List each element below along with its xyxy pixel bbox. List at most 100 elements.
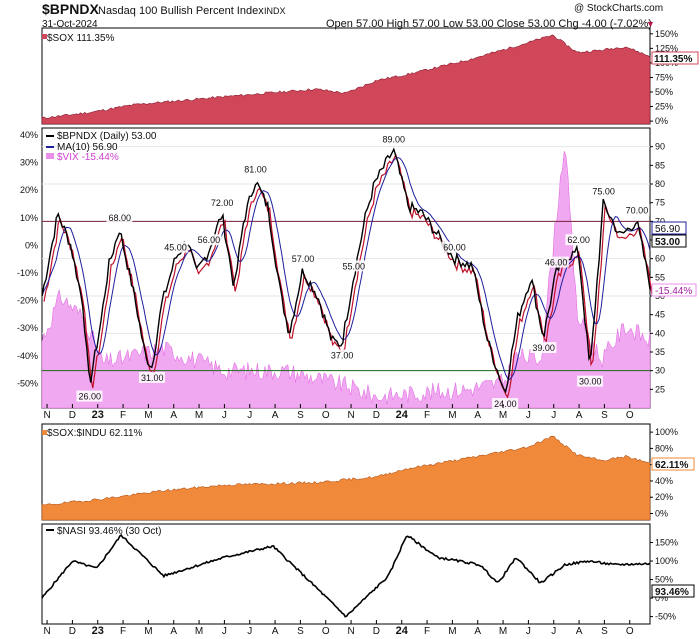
axis-tick-label: 40% (655, 476, 673, 486)
axis-tick-label: 55 (655, 272, 665, 282)
exchange-label: INDX (264, 6, 286, 16)
axis-tick-label: 100% (655, 427, 678, 437)
x-tick-label: O (626, 626, 634, 637)
close-last-label: 53.00 (655, 237, 680, 248)
peak-trough-labels: 26.00 31.00 68.00 45.00 72.00 56.00 81.00 57.00… (76, 133, 650, 410)
peak-label-text: 56.00 (198, 235, 221, 245)
x-tick-label: A (576, 410, 583, 421)
axis-tick-label: 30% (20, 158, 38, 168)
peak-label: 55.00 (340, 260, 367, 272)
peak-label: 30.00 (577, 375, 604, 387)
x-tick-label: 24 (396, 625, 409, 637)
bpndx-left-axis: 40% 30% 20% 10% 0% -10% -20% -30% -40% -50% (17, 130, 38, 388)
axis-tick-label: 0% (25, 240, 38, 250)
x-tick-label: M (144, 626, 152, 637)
axis-tick-label: 150% (655, 29, 678, 39)
axis-tick-label: 25 (655, 384, 665, 394)
x-tick-label: N (347, 626, 354, 637)
sox-last-label: 111.35% (654, 54, 692, 65)
date-label: 31-Oct-2024 (42, 19, 98, 30)
watermark: @ StockCharts.com (574, 3, 663, 14)
ratio-right-axis: 100%80%60%40%20%0% (650, 427, 678, 518)
peak-label: 46.00 (542, 256, 569, 268)
peak-label-text: 31.00 (141, 373, 164, 383)
axis-tick-label: -30% (17, 323, 38, 333)
ma10-line (41, 156, 651, 381)
axis-tick-label: 10% (20, 213, 38, 223)
x-tick-label: A (474, 410, 481, 421)
sox-last-box (651, 51, 699, 65)
axis-tick-label: 125% (655, 43, 678, 53)
axis-tick-label: 85 (655, 160, 665, 170)
x-tick-label: S (601, 626, 608, 637)
axis-tick-label: 70 (655, 216, 665, 226)
x-tick-label: F (424, 410, 430, 421)
x-tick-label: A (272, 626, 279, 637)
peak-label-text: 75.00 (592, 187, 615, 197)
x-tick-label: M (195, 410, 203, 421)
ratio-swatch (42, 430, 47, 435)
axis-tick-label: 50% (655, 87, 673, 97)
x-tick-label: M (499, 410, 507, 421)
peak-label: 68.00 (106, 211, 133, 223)
peak-label-text: 55.00 (342, 261, 365, 271)
axis-tick-label: 30 (655, 366, 665, 376)
vix-area (41, 151, 651, 409)
peak-label-text: 26.00 (78, 392, 101, 402)
x-tick-label: J (247, 410, 252, 421)
axis-tick-label: 0% (655, 593, 668, 603)
x-tick-label: A (576, 626, 583, 637)
x-tick-label: A (170, 410, 177, 421)
bpndx-line (41, 147, 651, 394)
vix-legend-swatch (46, 153, 54, 159)
x-tick-label: 24 (396, 409, 409, 421)
x-tick-label: M (499, 626, 507, 637)
x-tick-label: F (120, 410, 126, 421)
x-tick-label: J (551, 410, 556, 421)
axis-tick-label: 75 (655, 198, 665, 208)
peak-label-text: 81.00 (244, 164, 267, 174)
axis-tick-label: 80 (655, 179, 665, 189)
x-tick-label: A (272, 410, 279, 421)
peak-label: 62.00 (565, 234, 592, 246)
axis-tick-label: 90 (655, 142, 665, 152)
ma-last-label: 56.90 (655, 224, 680, 235)
x-tick-label: O (322, 626, 330, 637)
ma-legend-text: MA(10) 56.90 (57, 142, 118, 153)
peak-label: 81.00 (242, 163, 269, 175)
peak-label: 24.00 (492, 398, 519, 410)
nasi-legend: $NASI 93.46% (30 Oct) (57, 526, 162, 537)
axis-tick-label: 35 (655, 347, 665, 357)
x-tick-label: F (424, 626, 430, 637)
peak-label-text: 70.00 (626, 205, 649, 215)
bpndx-legend: $BPNDX (Daily) 53.00 MA(10) 56.90 $VIX -… (46, 131, 157, 163)
axis-tick-label: 80% (655, 443, 673, 453)
nasi-last-label: 93.46% (655, 587, 689, 598)
x-tick-label: D (373, 410, 380, 421)
peak-label: 89.00 (380, 133, 407, 145)
axis-tick-label: -50% (17, 378, 38, 388)
nasi-last-box (651, 584, 695, 598)
ma-last-box (651, 221, 687, 235)
x-tick-label: F (120, 626, 126, 637)
x-axis-lower: N D 23 F M A M J J A S O N D 24 F M A M J J A S O (43, 620, 634, 637)
peak-label-text: 46.00 (545, 258, 568, 268)
vix-last-label: -15.44% (655, 286, 692, 297)
x-axis-upper: N D 23 F M A M J J A S O N D 24 F M A M J J A S O (43, 404, 634, 421)
peak-label-text: 89.00 (382, 134, 405, 144)
down-arrow-icon: ▼ (646, 19, 655, 29)
panel-nasi-frame (41, 523, 651, 625)
sox-swatch (42, 34, 47, 39)
ohlc-readout: Open 57.00 High 57.00 Low 53.00 Close 53… (326, 18, 652, 30)
x-tick-label: N (347, 410, 354, 421)
x-tick-label: J (247, 626, 252, 637)
peak-label-text: 24.00 (494, 399, 517, 409)
x-tick-label: A (474, 626, 481, 637)
peak-label: 31.00 (138, 371, 165, 383)
axis-tick-label: -40% (17, 351, 38, 361)
axis-tick-label: -50% (655, 612, 676, 622)
x-tick-label: 23 (92, 625, 104, 637)
peak-label-text: 37.00 (331, 351, 354, 361)
x-tick-label: N (43, 626, 50, 637)
